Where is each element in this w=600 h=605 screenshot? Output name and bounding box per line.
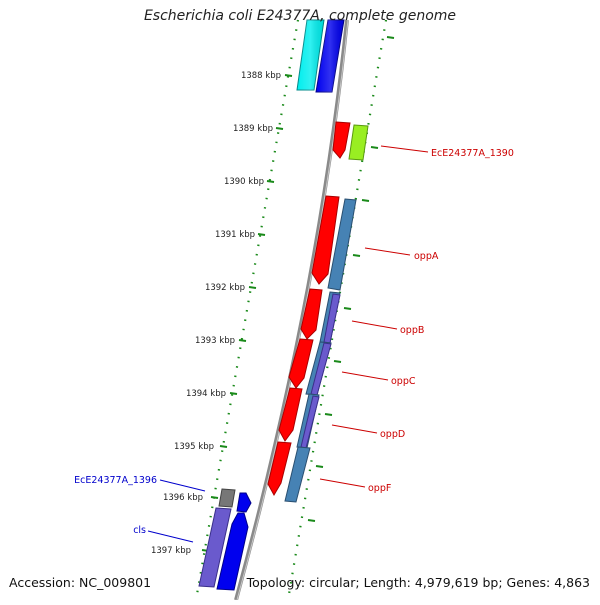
connector-oppA xyxy=(364,247,411,256)
gene-oppF[interactable] xyxy=(284,446,311,503)
connector-ecE24377A-1390 xyxy=(380,145,429,153)
tick-mark xyxy=(343,307,352,310)
tick-label: 1395 kbp xyxy=(174,442,214,452)
tick-mark xyxy=(352,254,361,257)
gene-ecE24377A-1396[interactable] xyxy=(218,488,236,508)
label-connectors xyxy=(147,145,429,543)
tick-mark xyxy=(266,180,275,183)
tick-mark xyxy=(284,74,293,77)
tick-label: 1391 kbp xyxy=(215,230,255,240)
tick-mark xyxy=(275,127,284,130)
gene-shading xyxy=(297,20,344,92)
genome-backbone-highlight xyxy=(236,19,349,601)
gene-ecE24377A-1390[interactable] xyxy=(348,124,369,161)
connector-oppF xyxy=(319,478,366,488)
accession-label: Accession: NC_009801 xyxy=(9,575,152,590)
inner-ticks xyxy=(201,74,293,552)
tick-mark xyxy=(315,465,324,468)
tick-mark xyxy=(386,36,395,39)
gene-label: EcE24377A_1390 xyxy=(431,148,514,159)
tick-label: 1397 kbp xyxy=(151,546,191,556)
gene-red-opp-c-fwd[interactable] xyxy=(288,338,314,389)
gene-labels: EcE24377A_1390 oppA oppB oppC oppD oppF … xyxy=(74,148,514,536)
gene-red-opp-d-fwd[interactable] xyxy=(278,387,303,442)
tick-label: 1390 kbp xyxy=(224,177,264,187)
map-title: Escherichia coli E24377A, complete genom… xyxy=(143,8,457,24)
tick-label: 1393 kbp xyxy=(195,336,235,346)
gene-red-opp-b-fwd[interactable] xyxy=(300,288,323,340)
gene-label: oppD xyxy=(380,429,405,440)
gene-label: EcE24377A_1396 xyxy=(74,475,157,486)
tick-mark xyxy=(210,496,219,499)
gene-cls[interactable] xyxy=(216,512,249,591)
gene-label: oppF xyxy=(368,483,391,494)
tick-mark xyxy=(307,519,316,522)
tick-mark xyxy=(257,233,266,236)
tick-label: 1392 kbp xyxy=(205,283,245,293)
tick-mark xyxy=(229,392,238,395)
gene-red-opp-f-fwd[interactable] xyxy=(267,441,292,497)
gene-label: oppC xyxy=(391,376,416,387)
tick-label: 1389 kbp xyxy=(233,124,273,134)
connector-ecE24377A-1396 xyxy=(159,479,206,492)
gene-label: oppA xyxy=(414,251,439,262)
gene-label: oppB xyxy=(400,325,424,336)
inner-dotted-ring xyxy=(194,19,300,601)
tick-mark xyxy=(333,360,342,363)
tick-mark xyxy=(324,413,333,416)
gene-label: cls xyxy=(133,525,146,536)
tick-labels: 1388 kbp 1389 kbp 1390 kbp 1391 kbp 1392… xyxy=(151,71,281,556)
tick-label: 1396 kbp xyxy=(163,493,203,503)
gene-red-1389[interactable] xyxy=(332,121,351,159)
tick-label: 1394 kbp xyxy=(186,389,226,399)
connector-oppB xyxy=(351,320,398,330)
tick-mark xyxy=(238,339,247,342)
tick-mark xyxy=(370,146,379,149)
connector-oppC xyxy=(341,371,389,381)
gene-red-opp-a-fwd[interactable] xyxy=(311,195,340,285)
gene-blue-small[interactable] xyxy=(236,492,252,513)
tick-label: 1388 kbp xyxy=(241,71,281,81)
tick-mark xyxy=(248,286,257,289)
gene-slateblue-lower[interactable] xyxy=(198,507,232,588)
gene-oppA[interactable] xyxy=(327,198,357,291)
tick-mark xyxy=(219,445,228,448)
outer-ticks xyxy=(307,36,395,522)
connector-cls xyxy=(147,530,194,543)
tick-mark xyxy=(361,199,370,202)
genome-summary: Topology: circular; Length: 4,979,619 bp… xyxy=(246,575,590,590)
connector-oppD xyxy=(331,424,378,434)
genome-backbone xyxy=(234,19,349,601)
